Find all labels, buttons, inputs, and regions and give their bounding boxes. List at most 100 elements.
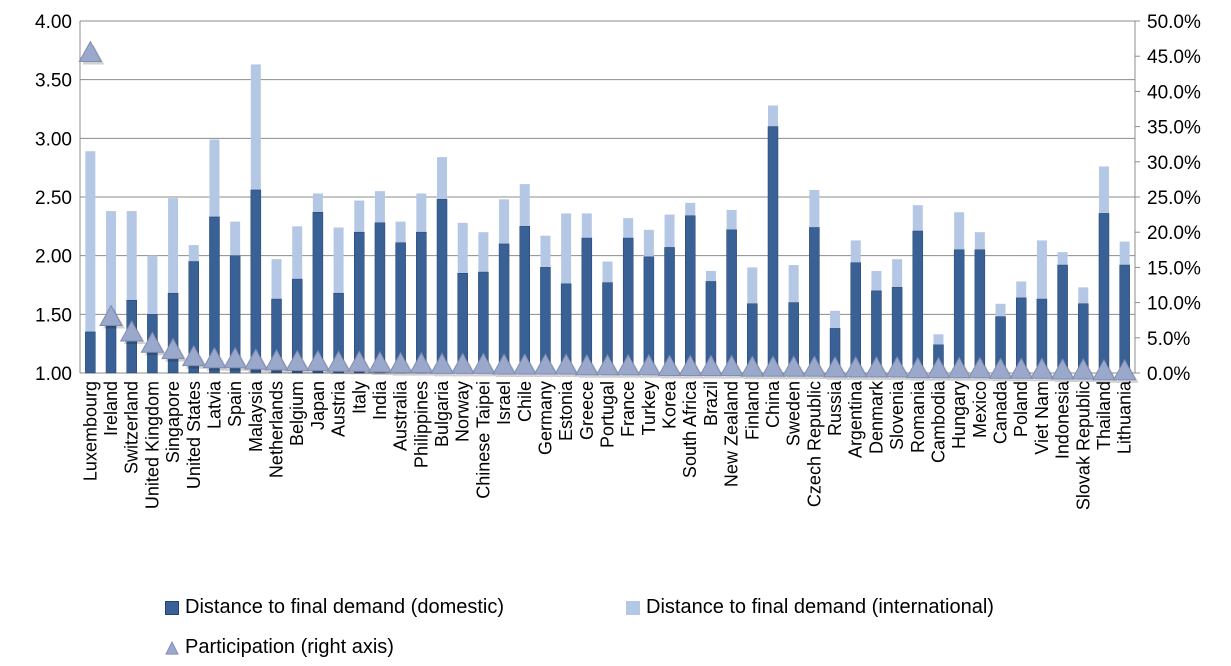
participation-marker [947, 356, 972, 379]
right-axis-ticks: 0.0% 5.0% 10.0% 15.0% 20.0% 25.0% 30.0% 35.0% 40… [1135, 12, 1201, 385]
category-label: Italy [349, 381, 369, 414]
category-label: Switzerland [122, 381, 142, 474]
left-tick-label: 1.00 [35, 364, 72, 385]
participation-marker [181, 344, 206, 367]
category-label: New Zealand [722, 381, 742, 487]
participation-marker [781, 355, 806, 377]
category-label: Luxembourg [80, 381, 100, 481]
participation-marker [409, 351, 434, 374]
participation-marker [512, 353, 537, 375]
category-label: Malaysia [246, 380, 266, 452]
legend-label-international: Distance to final demand (international) [646, 596, 994, 618]
participation-markers [78, 40, 1139, 383]
category-label: Philippines [411, 381, 431, 468]
category-label: Netherlands [267, 381, 287, 478]
right-tick-label: 35.0% [1147, 118, 1201, 139]
category-label: India [370, 380, 390, 420]
bar-domestic [767, 126, 779, 374]
category-label: Mexico [970, 381, 990, 438]
participation-marker [78, 40, 103, 62]
participation-marker [1030, 357, 1054, 379]
category-label: Spain [225, 381, 245, 427]
bar-domestic [1119, 264, 1130, 374]
legend-item-participation: Participation (right axis) [165, 636, 394, 659]
participation-marker [450, 352, 475, 374]
category-label: Sweden [784, 381, 804, 446]
bar-domestic [291, 278, 303, 374]
bar-domestic [229, 255, 241, 374]
participation-marker [285, 349, 310, 372]
right-tick-label: 25.0% [1147, 188, 1201, 209]
participation-marker [637, 353, 661, 376]
participation-marker [347, 350, 372, 372]
participation-marker [1071, 358, 1096, 380]
bar-domestic [250, 189, 262, 374]
category-label: Slovenia [887, 380, 907, 450]
bar-domestic [1098, 213, 1110, 374]
bar-domestic [167, 292, 179, 374]
category-label: Czech Republic [804, 381, 824, 507]
bar-domestic [312, 212, 324, 374]
category-label: Bulgaria [432, 380, 452, 447]
category-label: Lithuania [1115, 380, 1135, 454]
participation-marker [740, 355, 765, 377]
category-label: Estonia [556, 380, 576, 441]
right-tick-label: 20.0% [1147, 223, 1201, 244]
participation-marker [719, 354, 744, 376]
participation-marker [1009, 357, 1034, 379]
participation-marker [430, 352, 454, 374]
participation-marker [574, 353, 599, 376]
right-tick-label: 15.0% [1147, 258, 1201, 279]
bar-international [168, 198, 179, 373]
right-tick-label: 30.0% [1147, 153, 1201, 174]
participation-marker [243, 348, 268, 370]
category-label: Singapore [163, 381, 183, 463]
bar-domestic [188, 261, 200, 374]
participation-marker [988, 357, 1013, 379]
category-label: Denmark [866, 380, 886, 454]
category-label: Israel [494, 381, 514, 425]
category-label: Germany [535, 381, 555, 455]
bar-domestic [684, 215, 696, 374]
international-swatch [626, 600, 640, 615]
left-tick-label: 2.00 [35, 247, 72, 268]
participation-marker [388, 351, 413, 374]
participation-marker [968, 356, 992, 379]
bar-group [85, 64, 1130, 374]
participation-marker [223, 346, 247, 369]
category-label: Norway [453, 381, 473, 442]
category-label: France [618, 381, 638, 437]
category-label: United States [184, 381, 204, 489]
category-label: Greece [577, 381, 597, 440]
left-tick-label: 2.50 [35, 188, 72, 209]
category-labels: Luxembourg Ireland Switzerland United Kingd… [80, 380, 1134, 510]
bar-domestic [912, 230, 924, 374]
bar-domestic [622, 237, 634, 374]
right-tick-label: 5.0% [1147, 329, 1190, 350]
bar-domestic [436, 199, 448, 374]
category-label: Latvia [204, 380, 224, 429]
participation-marker [657, 354, 682, 376]
bar-international [85, 151, 96, 373]
left-tick-label: 4.00 [35, 12, 72, 33]
bar-domestic [519, 226, 531, 374]
participation-marker [554, 353, 578, 375]
bar-domestic [85, 331, 96, 374]
participation-marker [533, 353, 558, 375]
category-label: Viet Nam [1032, 381, 1052, 455]
participation-marker [843, 356, 868, 378]
participation-marker [202, 346, 227, 369]
domestic-swatch [165, 600, 179, 615]
bar-domestic [953, 249, 965, 374]
participation-marker [616, 353, 641, 376]
category-label: Ireland [101, 381, 121, 436]
bar-domestic [581, 237, 593, 374]
bar-domestic [664, 247, 675, 374]
category-label: Belgium [287, 381, 307, 446]
category-label: Poland [1011, 381, 1031, 437]
category-label: Indonesia [1053, 380, 1073, 459]
bar-domestic [374, 222, 386, 374]
participation-marker [699, 354, 723, 376]
category-label: Russia [825, 380, 845, 436]
participation-marker [140, 331, 165, 353]
